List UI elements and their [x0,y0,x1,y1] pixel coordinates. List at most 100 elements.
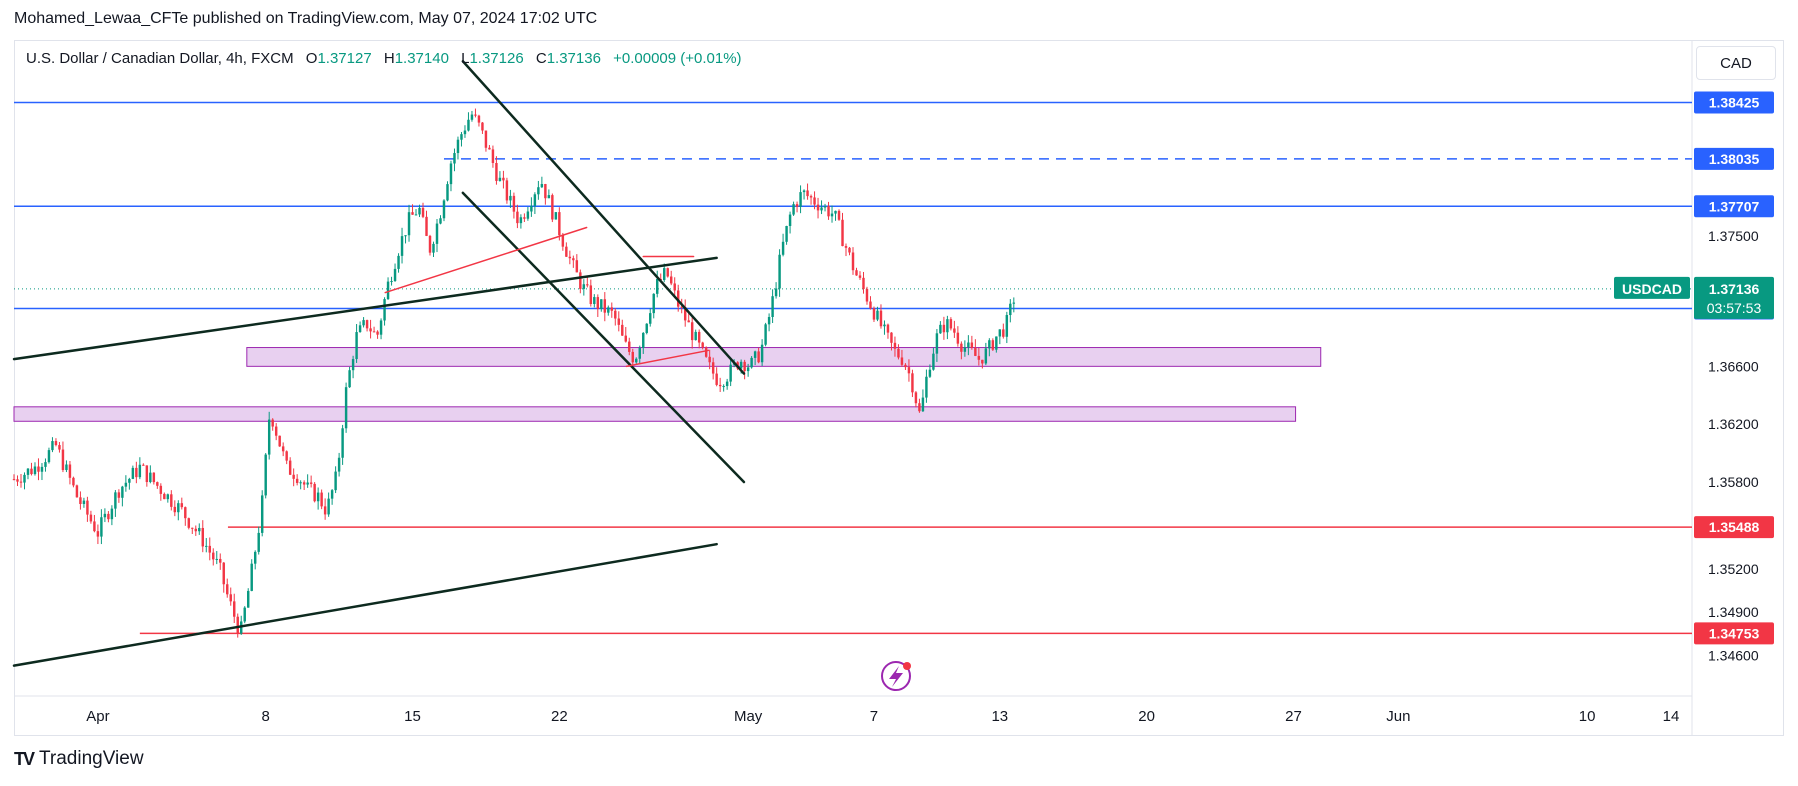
tradingview-brand[interactable]: TV TradingView [14,748,144,770]
demand-zone-1 [246,347,1322,367]
x-tick-label: 22 [551,708,568,725]
y-tick-label: 1.35200 [1708,561,1759,577]
candle-body [757,351,760,363]
symbol-name: U.S. Dollar / Canadian Dollar, 4h, FXCM [26,50,294,67]
candle-body [264,454,267,496]
candle-body [68,464,72,478]
candle-body [841,219,844,247]
candle-body [551,195,554,220]
candle-body [638,348,641,359]
candle-body [246,590,250,608]
current-price-box [1694,276,1774,319]
candle-body [411,212,414,215]
candle-body [767,316,771,325]
candle-body [215,558,218,560]
currency-button[interactable]: CAD [1696,46,1776,80]
tradingview-logo-icon: TV [14,748,35,769]
candle-body [369,328,372,332]
candle-body [16,479,19,482]
candle-body [334,471,337,491]
candle-body [302,482,306,485]
candle-body [694,331,697,341]
candle-body [393,268,397,282]
candle-body [530,205,533,212]
candle-body [316,492,320,502]
candle-body [89,514,93,522]
candle-body [900,357,904,365]
candle-body [614,310,617,319]
candle-body [191,527,194,529]
y-tick-label: 1.36600 [1708,358,1759,374]
candle-body [61,449,65,471]
candle-body [19,481,23,483]
candle-body [194,528,198,532]
candle-body [474,114,477,116]
candle-body [58,445,61,450]
candle-body [669,276,673,284]
x-tick-label: 27 [1285,708,1302,725]
candle-body [65,464,68,471]
candle-body [295,478,299,483]
candle-body [869,301,872,309]
candle-body [687,320,690,323]
candle-body [925,376,928,398]
candle-body [110,508,114,520]
candle-body [753,351,757,358]
change-value: +0.00009 (+0.01%) [613,50,742,67]
candle-body [33,466,37,475]
candle-body [362,320,365,326]
candle-body [54,441,58,446]
candle-body [809,196,813,198]
low-label: L [461,50,470,67]
candle-body [568,256,572,259]
candle-body [764,324,767,345]
candle-body [390,281,393,283]
candle-body [1005,315,1009,337]
candle-body [323,506,327,515]
trend-line-4 [461,191,746,484]
candle-body [40,466,44,472]
candle-body [159,485,163,494]
candle-body [152,472,156,483]
chart-frame [14,40,1784,736]
candle-body [631,351,634,363]
lightning-icon-ring [881,661,911,691]
candle-body [690,322,694,341]
candle-body [628,341,631,352]
symbol-legend: U.S. Dollar / Canadian Dollar, 4h, FXCM … [26,50,742,67]
candle-body [128,478,131,483]
candle-body [449,163,453,185]
candle-body [680,306,683,308]
candle-body [708,356,711,363]
candle-body [949,319,953,329]
candle-body [523,217,526,219]
x-tick-label: 14 [1663,708,1680,725]
candle-body [372,331,376,333]
candle-body [481,122,484,131]
candle-body [918,403,921,412]
candle-body [939,324,942,334]
candle-body [344,387,348,429]
candle-body [582,284,586,289]
candle-body [872,308,876,320]
candle-body [407,212,411,236]
candle-body [711,362,715,374]
candle-body [355,332,358,360]
candle-body [184,507,187,519]
candle-body [802,190,806,193]
candle-body [274,426,278,436]
trend-line-5 [384,226,588,294]
candle-body [170,494,173,507]
candle-body [341,428,344,458]
candle-body [233,601,236,617]
candle-body [93,521,96,532]
candle-body [970,342,974,348]
candle-body [432,243,435,253]
candle-body [988,340,991,349]
y-tick-label: 1.35800 [1708,474,1759,490]
candle-body [103,513,107,518]
candle-body [285,451,288,461]
candle-body [418,207,421,215]
candle-body [519,217,523,224]
